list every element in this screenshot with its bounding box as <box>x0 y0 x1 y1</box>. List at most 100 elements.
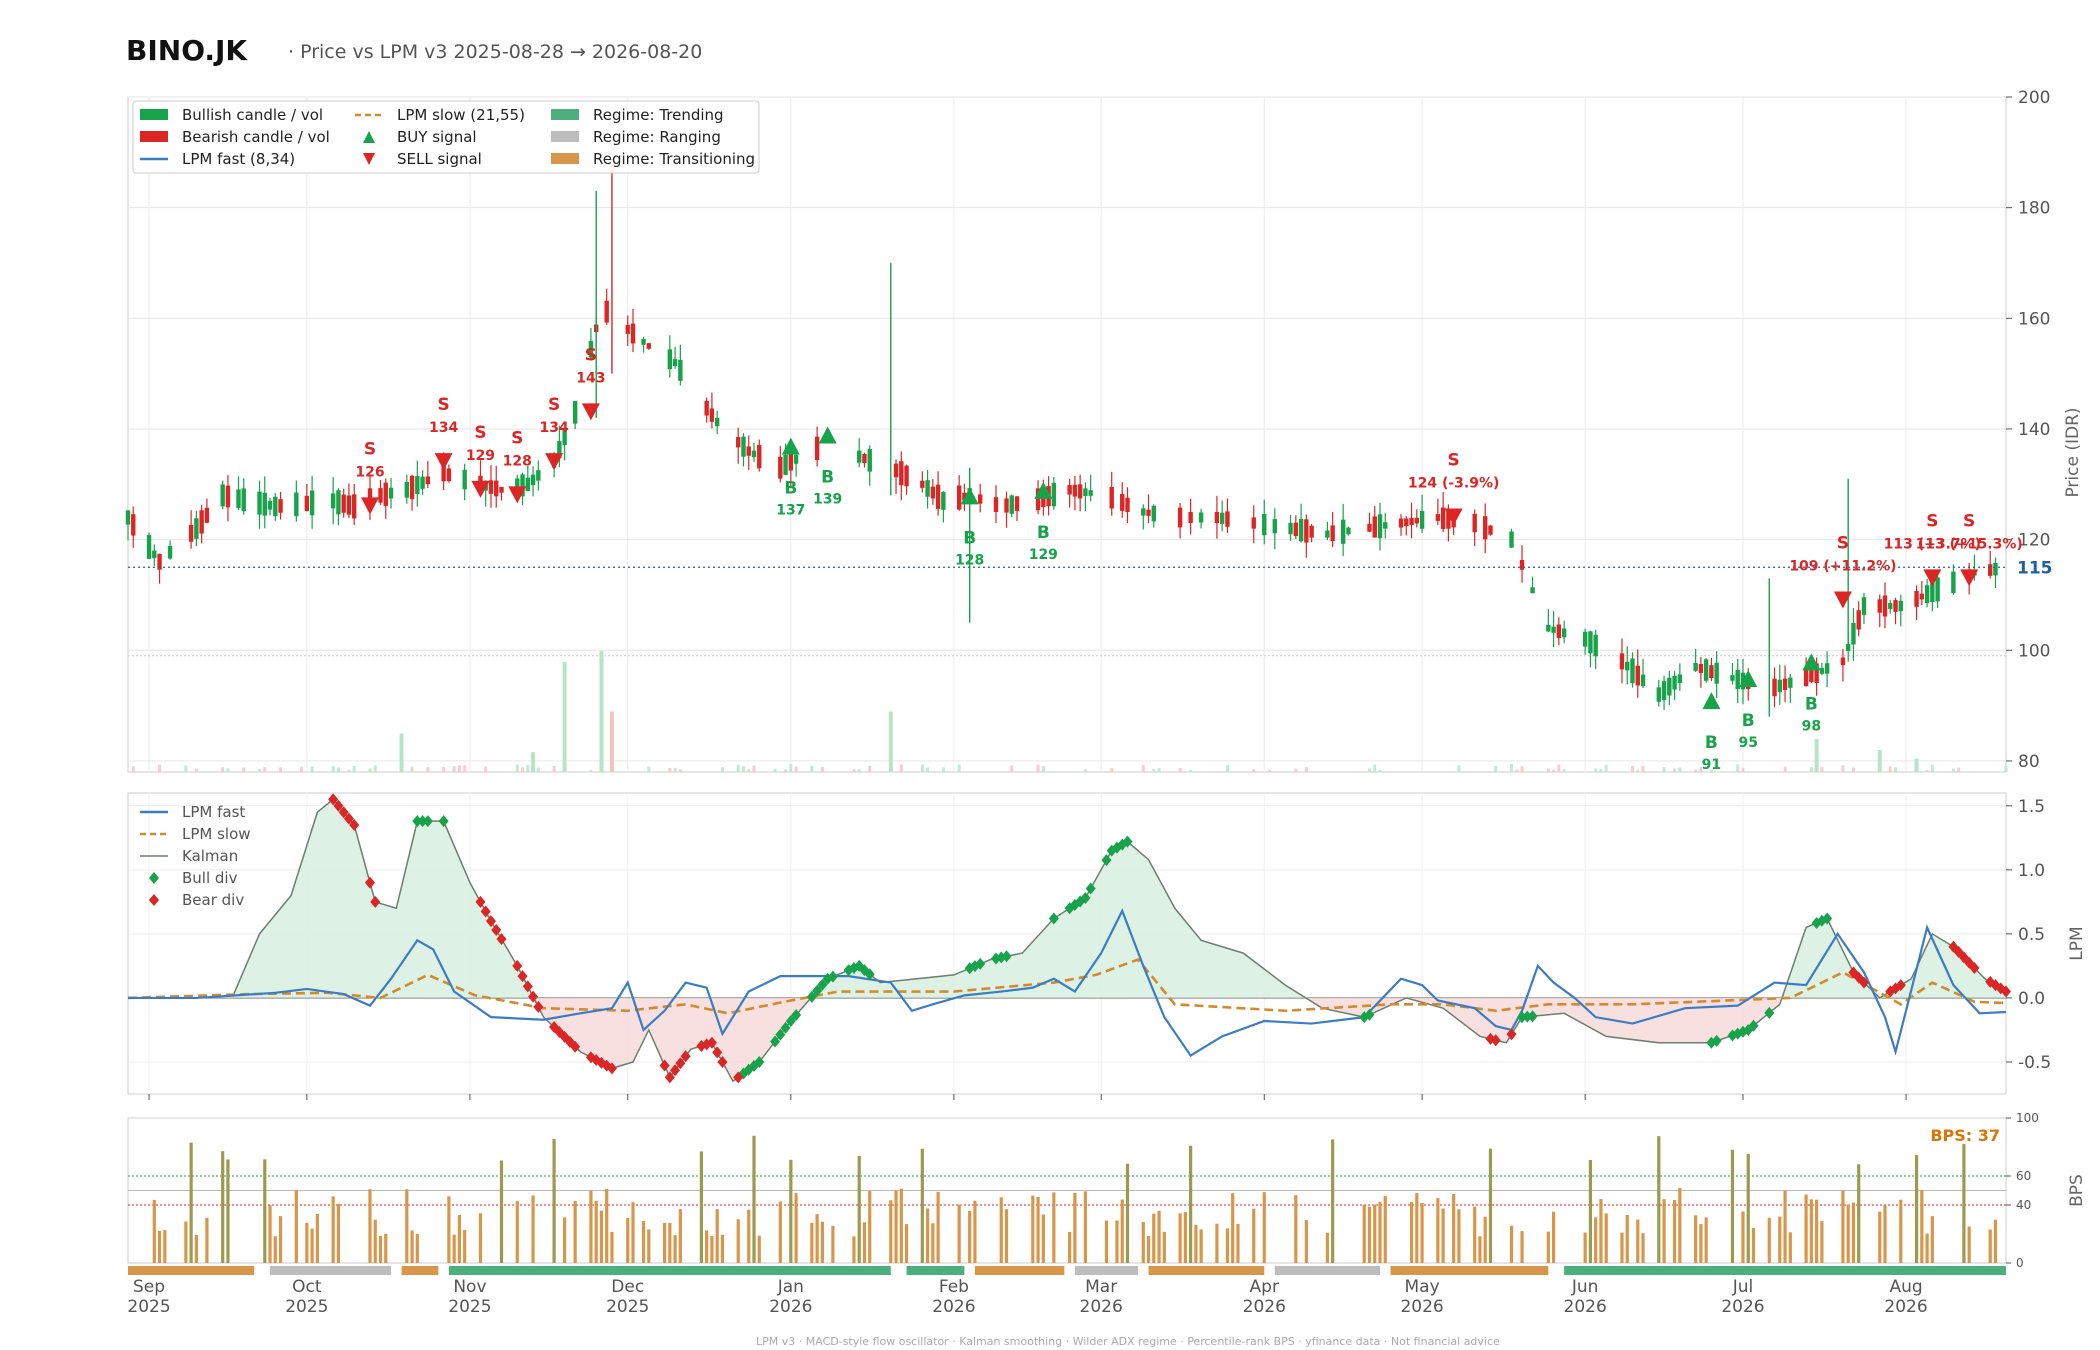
bear-div-marker <box>670 1064 681 1077</box>
candle-body <box>899 461 904 486</box>
bps-bar <box>1583 1232 1587 1263</box>
bps-bar <box>925 1208 930 1263</box>
candle-body <box>1419 510 1425 529</box>
x-tick-month: Mar <box>1085 1277 1117 1297</box>
legend-swatch <box>551 109 579 120</box>
bps-bar <box>384 1233 388 1263</box>
candle-body <box>241 488 246 512</box>
bps-bar <box>157 1230 162 1263</box>
bps-bar <box>268 1205 272 1263</box>
candle-body <box>714 417 720 427</box>
volume-bar <box>531 752 536 772</box>
volume-bar <box>1552 769 1556 772</box>
candle-body <box>536 470 541 481</box>
volume-bar <box>484 766 488 772</box>
candle-body <box>1546 624 1551 632</box>
volume-bar <box>794 766 798 772</box>
candle-body <box>1667 677 1672 696</box>
sell-letter: S <box>438 395 450 415</box>
bps-bar <box>1178 1213 1182 1263</box>
candle-body <box>131 514 136 536</box>
bps-bar <box>189 1142 193 1263</box>
x-tick-year: 2026 <box>1721 1297 1764 1317</box>
sell-price-label: 129 <box>466 448 495 464</box>
bps-tick-label: 0 <box>2016 1256 2024 1270</box>
x-tick-month: Sep <box>133 1277 165 1297</box>
bear-div-marker <box>364 876 375 889</box>
x-tick-year: 2025 <box>448 1297 491 1317</box>
volume-bar <box>426 767 430 772</box>
candle-body <box>415 476 420 495</box>
candle-body <box>1935 577 1940 602</box>
volume-bar <box>310 766 314 772</box>
candle-body <box>220 484 225 507</box>
volume-bar <box>463 765 467 772</box>
volume-bar <box>647 766 651 772</box>
sell-letter: S <box>1963 511 1975 531</box>
bps-bar <box>1004 1209 1009 1263</box>
legend-label: LPM fast (8,34) <box>182 150 295 168</box>
candle-body <box>309 490 315 516</box>
sell-marker <box>434 453 453 471</box>
bps-bar <box>1509 1225 1514 1263</box>
candle-body <box>1109 487 1114 509</box>
candle-body <box>956 485 962 510</box>
candle-body <box>562 429 567 446</box>
bps-bar <box>957 1204 961 1263</box>
bull-div-marker <box>412 815 423 828</box>
volume-bar <box>1378 769 1382 772</box>
candle-body <box>383 482 388 506</box>
volume-bar <box>452 766 456 772</box>
price-plot-area <box>127 96 2007 773</box>
bull-div-marker <box>1364 1008 1375 1021</box>
x-tick-year: 2026 <box>1564 1297 1607 1317</box>
bps-bar <box>1657 1136 1661 1263</box>
candle-body <box>1709 665 1714 679</box>
candle-body <box>1803 669 1809 687</box>
bps-bar <box>294 1190 298 1263</box>
volume-bar <box>1741 767 1745 772</box>
x-tick-month: May <box>1405 1277 1440 1297</box>
sell-price-label: 134 <box>539 420 568 436</box>
candle-body <box>1072 484 1078 497</box>
bps-bar <box>1236 1223 1240 1263</box>
bps-bar <box>857 1155 861 1263</box>
volume-bar <box>1736 764 1740 772</box>
candle-body <box>1530 587 1535 594</box>
bull-div-marker <box>1743 1023 1754 1036</box>
volume-bar <box>562 662 567 772</box>
ticker-title: BINO.JK <box>126 34 248 67</box>
candle-body <box>294 492 299 517</box>
legend-swatch <box>363 131 375 143</box>
legend-frame <box>132 100 760 174</box>
regime-segment <box>906 1266 965 1275</box>
kalman-fill-negative <box>533 997 1782 1082</box>
bps-bar <box>904 1224 909 1263</box>
bear-div-marker <box>528 990 539 1003</box>
volume-bar <box>1510 764 1514 772</box>
volume-bar <box>552 765 556 772</box>
volume-bar <box>810 765 814 772</box>
volume-bar <box>131 766 135 772</box>
lpm-tick-label: 0.0 <box>2018 989 2045 1009</box>
x-tick-year: 2025 <box>285 1297 328 1317</box>
candle-body <box>962 492 967 501</box>
candle-body <box>1856 610 1861 630</box>
volume-bar <box>1557 764 1561 772</box>
bps-bar <box>1183 1212 1187 1263</box>
candle-body <box>152 550 157 559</box>
bps-bar <box>757 1235 761 1263</box>
bps-bar <box>310 1228 314 1263</box>
bps-bar <box>1641 1233 1645 1263</box>
bps-bar <box>1262 1192 1266 1263</box>
bps-bar <box>1599 1199 1603 1263</box>
candle-body <box>341 494 346 513</box>
regime-segment <box>1564 1266 2006 1275</box>
bps-bar <box>1636 1219 1640 1263</box>
buy-letter: B <box>1742 711 1755 731</box>
bps-bar <box>1125 1163 1130 1263</box>
bps-bar <box>647 1229 651 1263</box>
bull-div-marker <box>438 815 449 828</box>
bear-div-marker <box>664 1071 675 1084</box>
bear-div-marker <box>570 1040 581 1053</box>
